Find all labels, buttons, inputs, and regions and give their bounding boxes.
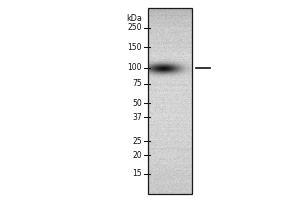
Text: 25: 25: [132, 136, 142, 146]
Text: 15: 15: [132, 170, 142, 178]
Bar: [148, 8, 192, 194]
Text: 100: 100: [128, 64, 142, 72]
Text: kDa: kDa: [126, 14, 142, 23]
Text: 250: 250: [128, 23, 142, 32]
Text: 37: 37: [132, 112, 142, 121]
Text: 75: 75: [132, 79, 142, 88]
Text: 50: 50: [132, 98, 142, 108]
Text: 20: 20: [132, 150, 142, 160]
Text: 150: 150: [128, 43, 142, 51]
